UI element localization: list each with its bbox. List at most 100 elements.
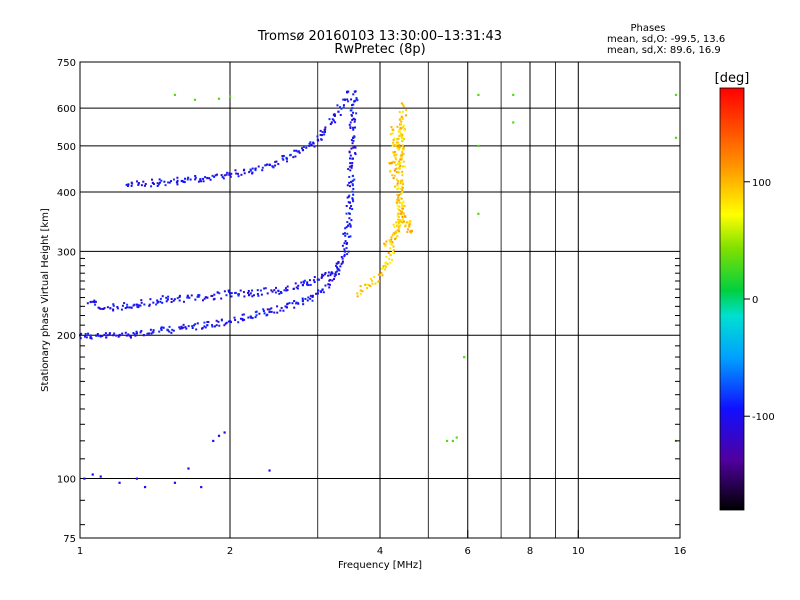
- data-point: [359, 289, 362, 292]
- data-point: [404, 225, 407, 228]
- data-point: [89, 334, 92, 337]
- data-point: [234, 169, 237, 172]
- data-point: [136, 180, 139, 183]
- data-point: [124, 331, 127, 334]
- series-o-mode-trace-blue-: [79, 90, 359, 340]
- data-point: [152, 331, 155, 334]
- data-point: [402, 129, 405, 132]
- data-point: [348, 150, 351, 153]
- data-point: [396, 207, 399, 210]
- data-point: [206, 321, 209, 324]
- data-point: [401, 181, 404, 184]
- data-point: [400, 179, 403, 182]
- data-point: [389, 240, 392, 243]
- data-point: [262, 308, 265, 311]
- data-point: [234, 292, 237, 295]
- data-point: [179, 327, 182, 330]
- data-point: [401, 165, 404, 168]
- data-point: [220, 174, 223, 177]
- data-point: [397, 228, 400, 231]
- data-point: [402, 220, 405, 223]
- data-point: [337, 110, 340, 113]
- data-point: [401, 139, 404, 142]
- data-point: [397, 161, 400, 164]
- series-low-altitude-echoes: [83, 431, 271, 489]
- data-point: [401, 190, 404, 193]
- data-point: [398, 197, 401, 200]
- data-point: [323, 133, 326, 136]
- data-point: [160, 326, 163, 329]
- data-point: [185, 327, 188, 330]
- data-point: [260, 293, 263, 296]
- data-point: [223, 290, 226, 293]
- data-point: [349, 162, 352, 165]
- data-point: [182, 323, 185, 326]
- data-point: [344, 227, 347, 230]
- data-point: [142, 334, 145, 337]
- data-point: [352, 117, 355, 120]
- data-point: [343, 255, 346, 258]
- data-point: [254, 311, 257, 314]
- data-point: [384, 243, 387, 246]
- data-point: [370, 279, 373, 282]
- data-point: [86, 302, 89, 305]
- data-point: [251, 317, 254, 320]
- data-point: [354, 146, 357, 149]
- data-point: [210, 324, 213, 327]
- data-point: [256, 289, 259, 292]
- data-point: [402, 103, 405, 106]
- data-point: [315, 292, 318, 295]
- data-point: [393, 185, 396, 188]
- data-point: [132, 332, 135, 335]
- data-point: [218, 292, 221, 295]
- data-point: [321, 131, 324, 134]
- data-point: [90, 337, 93, 340]
- data-point: [392, 151, 395, 154]
- data-point: [294, 155, 297, 158]
- data-point: [113, 332, 116, 335]
- data-point: [399, 158, 402, 161]
- data-point: [306, 281, 309, 284]
- data-point: [399, 127, 402, 130]
- data-point: [206, 324, 209, 327]
- data-point: [390, 126, 393, 129]
- data-point: [397, 170, 400, 173]
- data-point: [266, 313, 269, 316]
- data-point: [381, 267, 384, 270]
- data-point: [188, 296, 191, 299]
- data-point: [353, 145, 356, 148]
- data-point: [346, 253, 349, 256]
- data-point: [283, 289, 286, 292]
- data-point: [401, 216, 404, 219]
- data-point: [268, 163, 271, 166]
- y-tick-label: 500: [57, 142, 76, 153]
- data-point: [397, 130, 400, 133]
- data-point: [399, 156, 402, 159]
- data-point: [401, 117, 404, 120]
- data-point: [302, 146, 305, 149]
- data-point: [135, 332, 138, 335]
- data-point: [396, 146, 399, 149]
- data-point: [344, 234, 347, 237]
- data-point: [91, 473, 94, 476]
- data-point: [172, 178, 175, 181]
- data-point: [353, 178, 356, 181]
- data-point: [130, 306, 133, 309]
- data-point: [135, 477, 138, 480]
- data-point: [150, 332, 153, 335]
- data-point: [397, 220, 400, 223]
- data-point: [277, 289, 280, 292]
- data-point: [395, 167, 398, 170]
- data-point: [117, 335, 120, 338]
- data-point: [338, 269, 341, 272]
- data-point: [137, 306, 140, 309]
- data-point: [218, 324, 221, 327]
- data-point: [137, 304, 140, 307]
- data-point: [351, 208, 354, 211]
- data-point: [348, 212, 351, 215]
- data-point: [401, 179, 404, 182]
- data-point: [156, 299, 159, 302]
- data-point: [398, 128, 401, 131]
- data-point: [128, 306, 131, 309]
- data-point: [401, 218, 404, 221]
